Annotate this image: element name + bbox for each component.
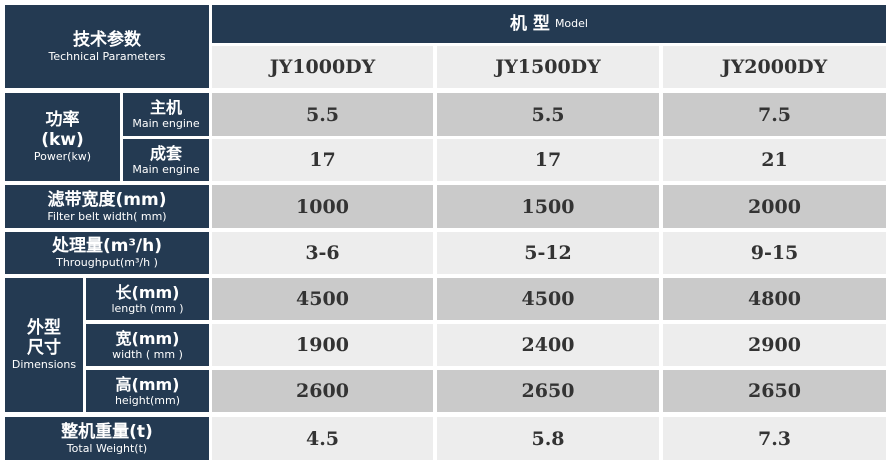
row-label: 高(mm) height(mm) (86, 370, 209, 412)
dimensions-zh2: 尺寸 (27, 338, 61, 358)
row-label-en: Throughput(m³/h ) (56, 256, 158, 269)
table-cell: 2600 (212, 370, 433, 412)
row-label-en: width ( mm ) (112, 347, 183, 361)
row-label: 宽(mm) width ( mm ) (86, 324, 209, 366)
power-zh: 功率 (45, 110, 80, 130)
table-cell: 1500 (437, 185, 659, 228)
table-cell: 7.5 (663, 93, 886, 136)
row-label-en: length (mm ) (111, 301, 184, 315)
dimensions-zh1: 外型 (27, 318, 61, 338)
table-cell: 5.5 (212, 93, 433, 136)
row-label-zh: 成套 (149, 143, 182, 163)
table-cell: 4800 (663, 278, 886, 320)
table-cell: 5.5 (437, 93, 659, 136)
table-cell: 1900 (212, 324, 433, 366)
row-label: 主机 Main engine (123, 93, 209, 136)
table-cell: 2650 (437, 370, 659, 412)
table-cell: 2000 (663, 185, 886, 228)
row-label: 滤带宽度(mm) Filter belt width( mm) (5, 185, 209, 228)
table-cell: 5.8 (437, 417, 659, 460)
power-group-label: 功率 (kw) Power(kw) (5, 93, 120, 181)
model-en: Model (554, 17, 588, 30)
row-label-zh: 滤带宽度(mm) (47, 189, 167, 210)
row-label-en: Main engine (132, 162, 200, 176)
table-cell: 7.3 (663, 417, 886, 460)
table-cell: 9-15 (663, 232, 886, 274)
row-label-zh: 宽(mm) (115, 328, 180, 348)
row-label-en: Total Weight(t) (66, 441, 148, 455)
param-zh: 技术参数 (73, 29, 141, 50)
power-unit: (kw) (41, 130, 84, 150)
row-label-en: Filter belt width( mm) (47, 209, 167, 223)
dimensions-en: Dimensions (11, 358, 77, 371)
row-label-en: height(mm) (114, 393, 181, 407)
table-cell: 3-6 (212, 232, 433, 274)
row-label-zh: 长(mm) (115, 282, 180, 302)
dimensions-group-label: 外型 尺寸 Dimensions (5, 278, 83, 412)
table-cell: 2650 (663, 370, 886, 412)
technical-parameters-header: 技术参数 Technical Parameters (5, 5, 209, 88)
model-zh: 机 型 (510, 14, 550, 34)
power-en: Power(kw) (33, 150, 92, 163)
row-label: 处理量(m³/h) Throughput(m³/h ) (5, 232, 209, 274)
table-cell: 5-12 (437, 232, 659, 274)
table-cell: 21 (663, 139, 886, 181)
table-cell: 1000 (212, 185, 433, 228)
table-cell: 4500 (212, 278, 433, 320)
row-label: 长(mm) length (mm ) (86, 278, 209, 320)
model-name: JY1500DY (437, 46, 659, 88)
table-cell: 17 (212, 139, 433, 181)
row-label: 成套 Main engine (123, 139, 209, 181)
row-label-zh: 高(mm) (115, 374, 180, 394)
row-label: 整机重量(t) Total Weight(t) (5, 417, 209, 460)
table-cell: 4.5 (212, 417, 433, 460)
table-cell: 17 (437, 139, 659, 181)
model-name: JY1000DY (212, 46, 433, 88)
table-cell: 4500 (437, 278, 659, 320)
param-en: Technical Parameters (48, 49, 166, 63)
table-cell: 2400 (437, 324, 659, 366)
model-header: 机 型 Model (212, 5, 886, 43)
model-name: JY2000DY (663, 46, 886, 88)
row-label-zh: 整机重量(t) (61, 421, 153, 442)
row-label-zh: 处理量(m³/h) (51, 236, 162, 256)
table-cell: 2900 (663, 324, 886, 366)
row-label-en: Main engine (132, 117, 200, 130)
row-label-zh: 主机 (149, 98, 182, 117)
